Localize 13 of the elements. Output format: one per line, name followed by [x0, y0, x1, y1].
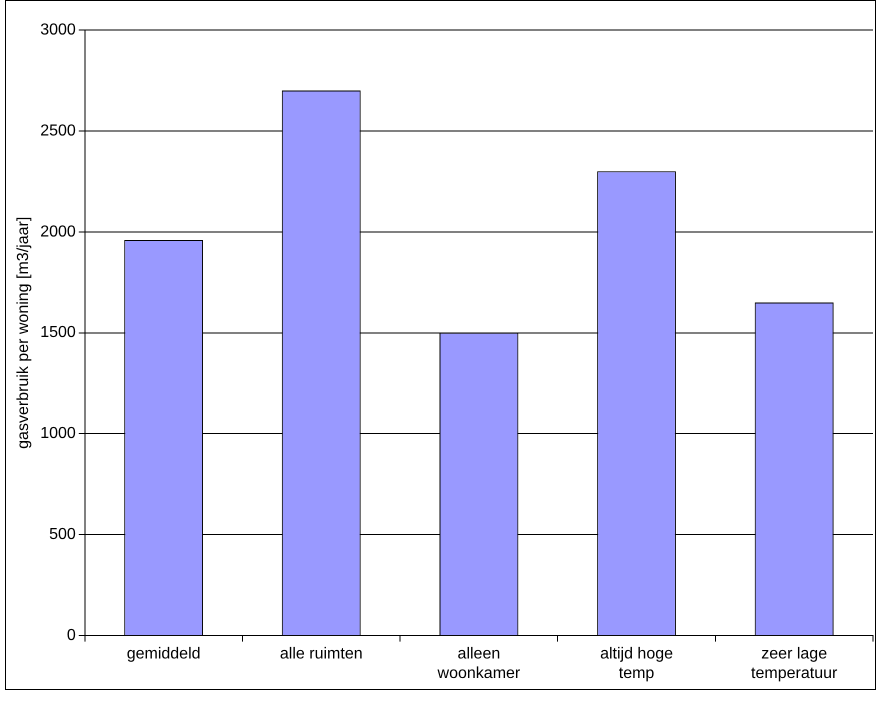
y-tick-label: 500	[49, 526, 76, 544]
y-tick-label: 3000	[40, 21, 76, 38]
x-tick-label: alle ruimten	[280, 646, 363, 663]
x-tick-label: zeer lage temperatuur	[751, 646, 838, 682]
y-tick-label: 2500	[40, 122, 76, 140]
y-tick-label: 0	[66, 627, 76, 644]
y-tick-label: 1500	[40, 324, 76, 342]
x-tick-label: gemiddeld	[126, 646, 201, 663]
y-tick-label: 1000	[40, 425, 76, 442]
y-tick-label: 2000	[40, 223, 76, 240]
x-tick-label: altijd hoge temp	[600, 646, 674, 682]
x-tick-label: alleen woonkamer	[436, 646, 521, 682]
y-axis-title: gasverbruik per woning [m3/jaar]	[15, 216, 32, 449]
